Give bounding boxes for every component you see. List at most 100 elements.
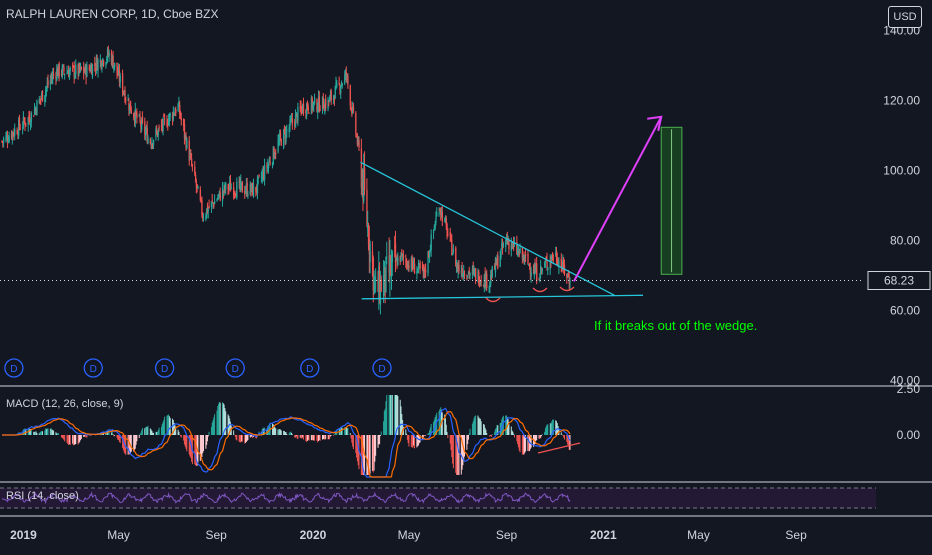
candle-body (116, 62, 118, 74)
candle-body (18, 117, 21, 128)
candle-body (544, 261, 547, 263)
candle-body (502, 243, 505, 247)
candle-body (175, 109, 177, 114)
candle-body (89, 68, 91, 72)
candle-body (144, 132, 147, 136)
candle-body (219, 192, 221, 201)
breakout-arrow-head (647, 115, 663, 132)
currency-button[interactable]: USD (888, 6, 922, 28)
candle-body (489, 281, 491, 288)
candle-body (551, 255, 553, 260)
candle-body (96, 59, 98, 71)
candle-body (566, 273, 568, 278)
candle-body (164, 118, 166, 120)
candle-body (52, 73, 54, 79)
candle-body (469, 273, 471, 276)
candle-body (540, 265, 542, 275)
candle-body (267, 163, 270, 169)
dividend-marker-label: D (10, 364, 17, 375)
candle-body (41, 92, 43, 98)
candle-body (352, 106, 355, 111)
candle-body (275, 152, 277, 154)
candle-body (206, 205, 209, 213)
candle-body (196, 184, 198, 187)
candle-body (205, 215, 207, 220)
candle-body (49, 80, 52, 84)
candle-body (347, 75, 349, 85)
macd-label[interactable]: MACD (12, 26, close, 9) (6, 398, 124, 410)
candle-body (511, 242, 513, 248)
candle-body (372, 257, 374, 291)
candle-body (407, 262, 409, 269)
candle-body (438, 211, 440, 215)
candle-body (171, 114, 174, 120)
candle-body (294, 121, 296, 126)
candle-body (452, 248, 455, 253)
candle-body (125, 98, 127, 100)
candle-body (40, 98, 42, 100)
swing-arc (485, 297, 501, 303)
candle-body (241, 181, 244, 193)
candle-body (424, 267, 426, 273)
candle-body (267, 165, 269, 171)
candle-body (306, 104, 308, 116)
candle-body (10, 133, 13, 139)
candle-body (214, 201, 216, 204)
candle-body (463, 270, 465, 276)
candle-body (482, 285, 485, 287)
candle-body (56, 68, 59, 76)
rsi-label[interactable]: RSI (14, close) (6, 490, 79, 502)
candle-body (283, 129, 285, 148)
candle-body (251, 183, 253, 190)
candle-body (521, 247, 524, 259)
price-tick-label: 120.00 (883, 93, 920, 107)
candle-body (518, 251, 520, 255)
candle-body (524, 254, 526, 259)
candle-body (106, 49, 109, 58)
candle-body (250, 186, 252, 192)
candle-body (557, 261, 559, 267)
dividend-marker-label: D (232, 364, 239, 375)
candle-body (363, 167, 366, 191)
candle-body (41, 90, 44, 102)
candle-body (260, 177, 263, 179)
candle-body (190, 158, 193, 165)
candle-body (325, 99, 327, 108)
candle-body (538, 278, 540, 280)
candle-body (530, 272, 532, 277)
time-tick-label: 2020 (300, 528, 327, 542)
candle-body (124, 90, 126, 102)
candle-body (484, 274, 486, 287)
candle-body (478, 282, 481, 285)
candle-body (246, 182, 248, 196)
candle-body (472, 267, 474, 270)
candle-body (79, 63, 81, 71)
candle-body (510, 244, 512, 251)
candle-body (329, 97, 331, 103)
candle-body (385, 257, 387, 292)
candle-body (567, 273, 569, 275)
candle-body (106, 58, 108, 61)
candle-body (2, 141, 4, 143)
candle-body (528, 264, 531, 267)
candle-body (156, 131, 159, 137)
candle-body (399, 255, 401, 262)
candle-body (75, 64, 77, 75)
candle-body (22, 127, 24, 129)
candle-body (451, 240, 453, 256)
candle-body (328, 100, 330, 102)
candle-body (313, 101, 315, 106)
candle-body (568, 278, 570, 284)
candle-body (72, 65, 75, 67)
candle-body (339, 86, 341, 92)
dividend-marker (372, 358, 392, 378)
candle-body (305, 110, 307, 114)
candle-body (440, 210, 443, 217)
candle-body (545, 260, 547, 262)
candle-body (128, 103, 130, 110)
dividend-marker (154, 358, 175, 378)
candle-body (97, 60, 99, 72)
candle-body (38, 98, 40, 104)
